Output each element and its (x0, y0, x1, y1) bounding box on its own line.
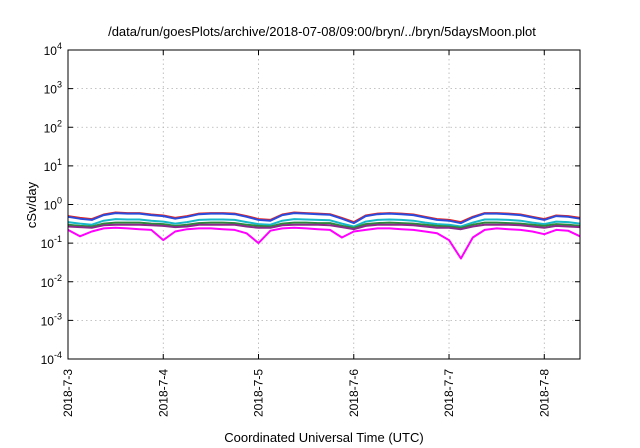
x-axis-ticks: 2018-7-3 2018-7-4 2018-7-5 2018-7-6 2018-7-7… (61, 50, 551, 417)
plot-frame (67, 49, 581, 360)
chart-title: /data/run/goesPlots/archive/2018-07-08/0… (108, 24, 536, 39)
series-line-5 (67, 223, 581, 231)
grid (68, 49, 580, 360)
y-tick-label: 102 (44, 118, 62, 135)
series-group (67, 211, 581, 260)
x-tick-label: 2018-7-7 (442, 369, 456, 417)
y-axis-ticks: 104 103 102 101 100 10-1 10-2 10-3 10-4 (41, 41, 580, 367)
y-tick-label: 104 (44, 41, 62, 58)
y-axis-label: cSv/day (24, 181, 39, 228)
x-axis-label: Coordinated Universal Time (UTC) (224, 430, 423, 445)
series-line-2 (67, 212, 581, 225)
y-tick-label: 10-2 (41, 273, 62, 290)
series-line-6 (67, 226, 581, 260)
x-tick-label: 2018-7-3 (61, 369, 75, 417)
y-tick-label: 103 (44, 80, 62, 97)
x-tick-label: 2018-7-8 (537, 369, 551, 417)
x-tick-label: 2018-7-4 (156, 369, 170, 417)
y-tick-label: 100 (44, 196, 62, 213)
x-tick-label: 2018-7-6 (347, 369, 361, 417)
x-tick-label: 2018-7-5 (252, 369, 266, 417)
y-tick-label: 10-3 (41, 311, 62, 328)
y-tick-label: 101 (44, 157, 62, 174)
y-tick-label: 10-4 (41, 350, 62, 367)
y-tick-label: 10-1 (41, 234, 62, 251)
series-line-4 (67, 221, 581, 229)
series-line-3 (67, 218, 581, 228)
